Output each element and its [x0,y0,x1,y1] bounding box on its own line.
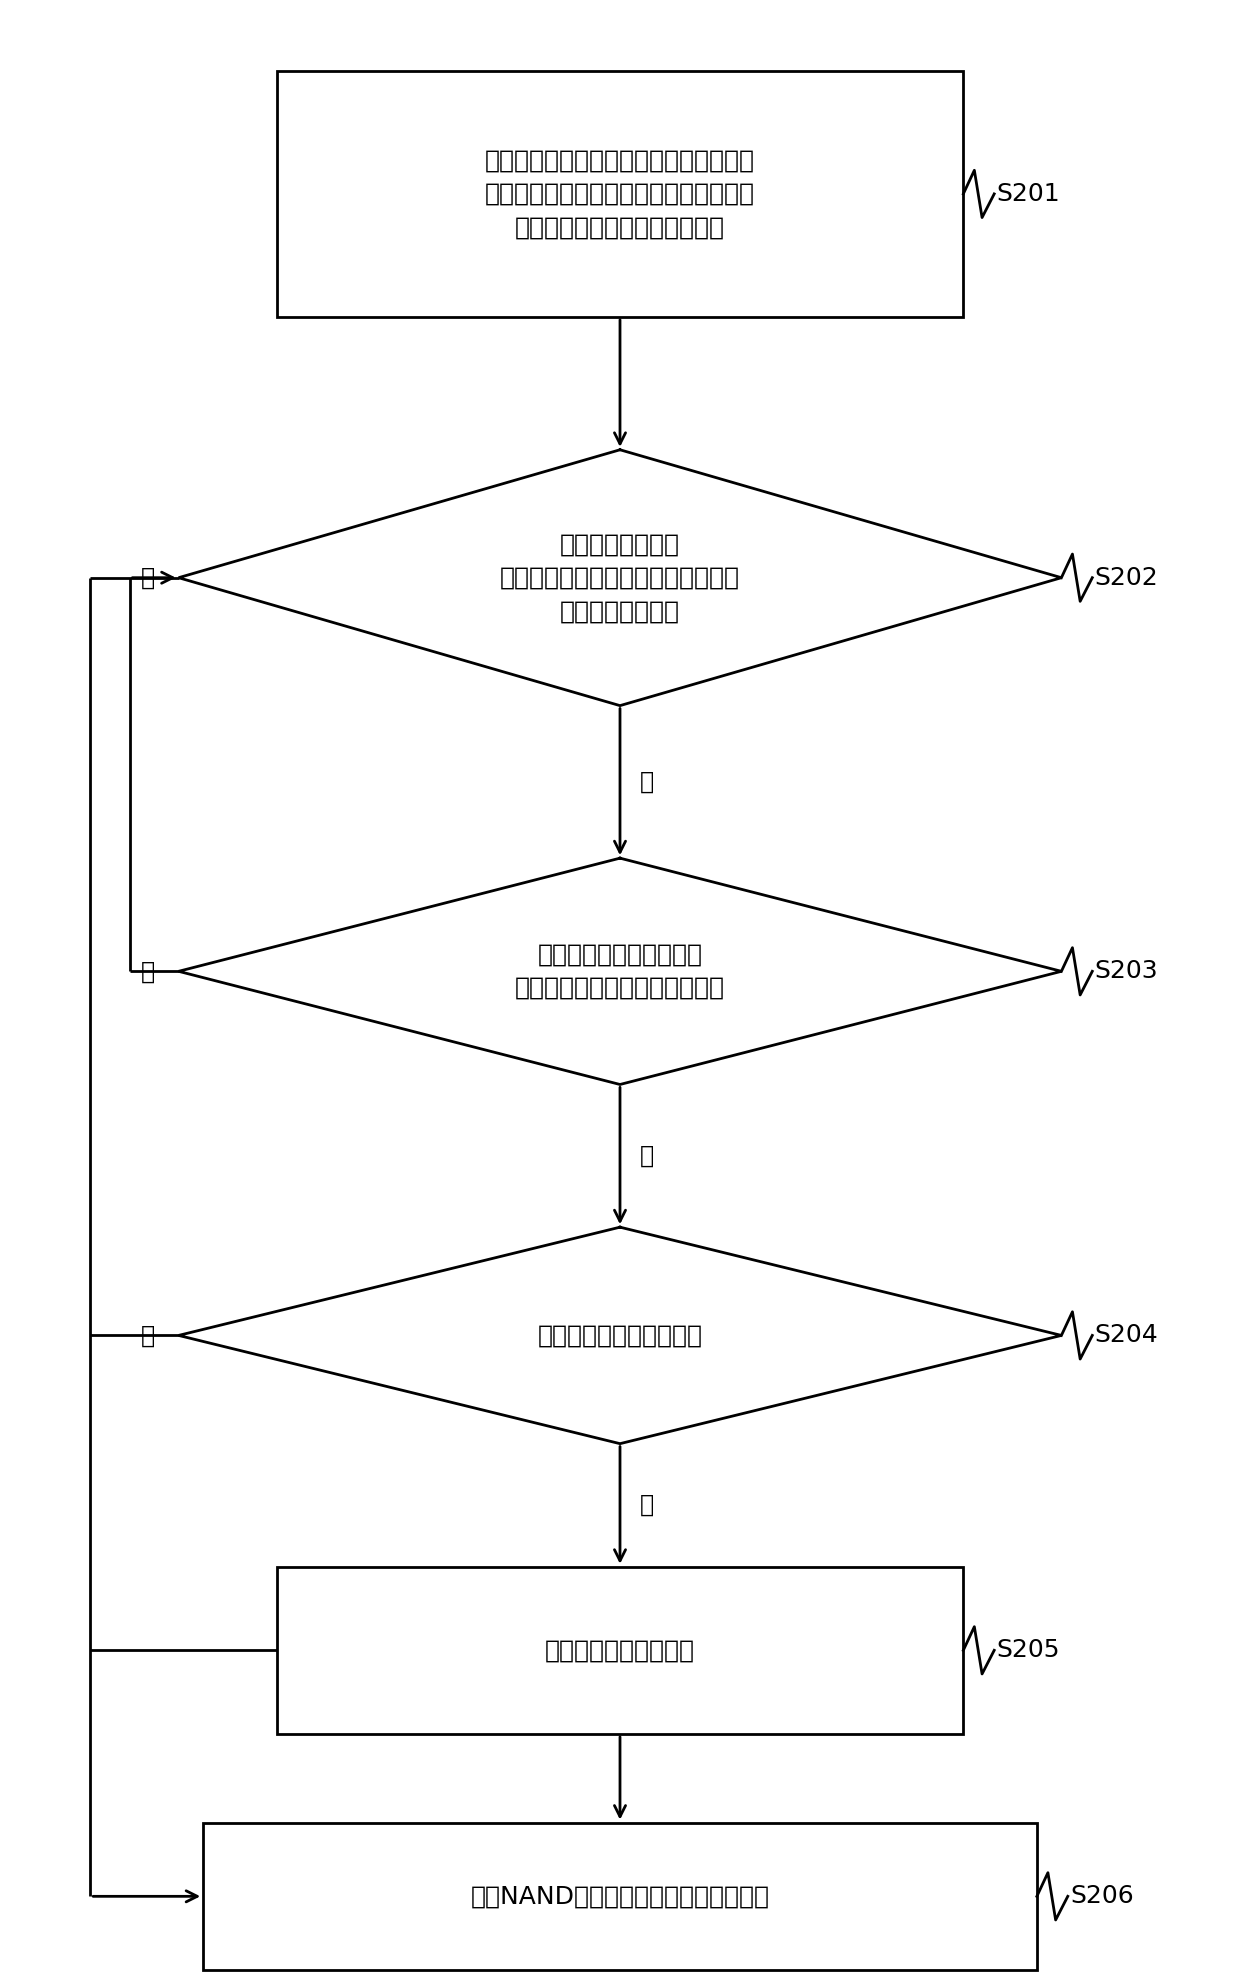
Text: S204: S204 [1095,1324,1158,1348]
Text: 返回操作已完成的消息: 返回操作已完成的消息 [546,1639,694,1663]
Text: S206: S206 [1070,1885,1133,1909]
Text: 判断当前操作是否已完成: 判断当前操作是否已完成 [537,1324,703,1348]
Bar [277,71,963,317]
Text: S205: S205 [997,1639,1060,1663]
Text: 获取固态硬盘擦操作和写操作的固定时长
和预设间隔时间，计算固态硬盘擦写操作
在各自固定时长的最大监测次数: 获取固态硬盘擦操作和写操作的固定时长 和预设间隔时间，计算固态硬盘擦写操作 在各… [485,149,755,240]
Text: S203: S203 [1095,959,1158,983]
Polygon shape [179,450,1061,706]
Polygon shape [179,858,1061,1084]
Text: 返回NAND坏块的消息，并进行报警提示: 返回NAND坏块的消息，并进行报警提示 [470,1885,770,1909]
Text: 是: 是 [640,1492,653,1516]
Polygon shape [179,1227,1061,1443]
Text: S201: S201 [997,182,1060,206]
Bar [277,1566,963,1734]
Text: 否: 否 [640,1144,653,1167]
Text: 否: 否 [640,769,653,795]
Text: 判断当前操作的监测次数
是否大于相对应的最大监测次数: 判断当前操作的监测次数 是否大于相对应的最大监测次数 [515,943,725,1001]
Text: S202: S202 [1095,565,1158,591]
Text: 在当前操作相应的
固定时长内，每隔对应间隔时间判断
当前操作是否完成: 在当前操作相应的 固定时长内，每隔对应间隔时间判断 当前操作是否完成 [500,533,740,622]
Bar [203,1823,1037,1970]
Text: 否: 否 [141,1324,155,1348]
Text: 是: 是 [141,565,155,591]
Text: 是: 是 [141,959,155,983]
